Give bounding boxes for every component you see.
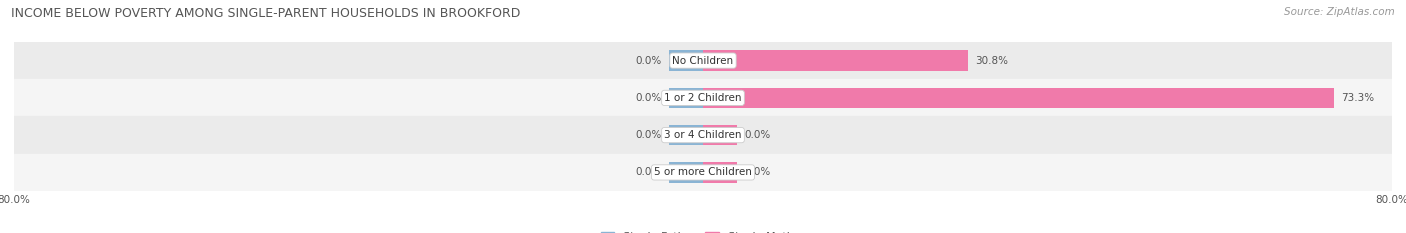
Bar xyxy=(669,50,703,71)
Text: No Children: No Children xyxy=(672,56,734,65)
Bar xyxy=(14,154,1392,191)
Bar xyxy=(703,125,738,145)
Text: 0.0%: 0.0% xyxy=(636,168,662,177)
Text: 73.3%: 73.3% xyxy=(1341,93,1374,103)
Bar xyxy=(14,42,1392,79)
Text: 30.8%: 30.8% xyxy=(976,56,1008,65)
Bar xyxy=(669,125,703,145)
Bar xyxy=(703,162,738,183)
Bar xyxy=(703,50,969,71)
Text: 0.0%: 0.0% xyxy=(636,130,662,140)
Text: 5 or more Children: 5 or more Children xyxy=(654,168,752,177)
Text: Source: ZipAtlas.com: Source: ZipAtlas.com xyxy=(1284,7,1395,17)
Bar xyxy=(14,116,1392,154)
Text: 0.0%: 0.0% xyxy=(636,56,662,65)
Bar xyxy=(669,162,703,183)
Bar xyxy=(703,88,1334,108)
Bar xyxy=(669,88,703,108)
Text: 0.0%: 0.0% xyxy=(636,93,662,103)
Text: 0.0%: 0.0% xyxy=(744,168,770,177)
Text: 1 or 2 Children: 1 or 2 Children xyxy=(664,93,742,103)
Text: INCOME BELOW POVERTY AMONG SINGLE-PARENT HOUSEHOLDS IN BROOKFORD: INCOME BELOW POVERTY AMONG SINGLE-PARENT… xyxy=(11,7,520,20)
Text: 3 or 4 Children: 3 or 4 Children xyxy=(664,130,742,140)
Text: 0.0%: 0.0% xyxy=(744,130,770,140)
Bar xyxy=(14,79,1392,116)
Legend: Single Father, Single Mother: Single Father, Single Mother xyxy=(600,232,806,233)
